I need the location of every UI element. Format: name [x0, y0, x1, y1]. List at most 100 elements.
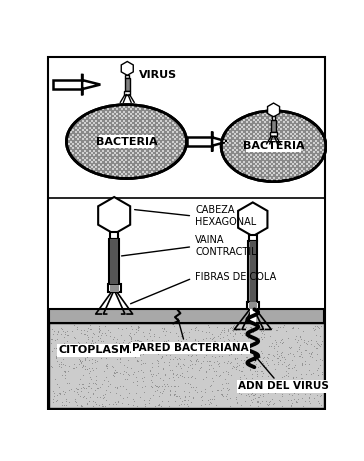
Point [124, 115, 130, 122]
Point [238, 385, 244, 393]
Point [165, 133, 171, 141]
Point [305, 385, 310, 392]
Point [201, 349, 206, 356]
Point [265, 148, 270, 156]
Point [151, 332, 157, 339]
Point [174, 152, 180, 159]
Point [71, 145, 76, 152]
Point [258, 142, 264, 149]
Point [103, 159, 108, 166]
Point [107, 122, 113, 129]
Point [206, 401, 211, 408]
Point [320, 148, 326, 156]
Point [132, 354, 138, 361]
Point [71, 136, 76, 143]
Point [315, 144, 321, 151]
Point [269, 135, 275, 142]
Point [267, 155, 273, 163]
Point [282, 355, 288, 362]
Point [288, 172, 293, 179]
Point [305, 378, 311, 386]
Point [257, 335, 262, 342]
Point [274, 354, 280, 361]
Point [244, 132, 250, 140]
Point [50, 330, 56, 337]
Point [100, 337, 106, 345]
Point [151, 142, 157, 150]
Point [124, 393, 130, 401]
Point [274, 380, 280, 388]
Point [264, 397, 269, 404]
Point [90, 366, 96, 373]
Point [299, 170, 305, 177]
Point [211, 333, 217, 341]
Point [269, 153, 275, 160]
Point [71, 149, 76, 157]
Point [118, 354, 123, 361]
Point [115, 349, 121, 357]
Point [285, 118, 291, 126]
Point [154, 168, 159, 175]
Point [169, 366, 175, 374]
Point [262, 132, 268, 140]
Point [239, 123, 245, 130]
Point [234, 359, 240, 366]
Point [174, 142, 180, 150]
Point [161, 156, 166, 164]
Point [73, 124, 79, 131]
Point [135, 168, 141, 175]
Point [234, 132, 240, 140]
Point [311, 144, 317, 151]
Point [272, 365, 277, 372]
Point [226, 386, 232, 393]
Point [177, 136, 182, 143]
Point [155, 401, 161, 408]
Point [241, 153, 247, 160]
Point [106, 400, 112, 408]
Point [179, 129, 185, 136]
Point [308, 165, 314, 172]
Point [80, 345, 86, 353]
Point [313, 160, 319, 168]
Point [80, 154, 86, 161]
Point [182, 396, 188, 404]
Point [269, 130, 275, 137]
Point [73, 147, 79, 154]
Point [66, 367, 71, 374]
Point [260, 116, 266, 124]
Point [95, 357, 100, 364]
Point [258, 114, 264, 121]
Point [63, 395, 69, 402]
Point [241, 135, 247, 142]
Point [173, 387, 178, 395]
Point [290, 374, 296, 381]
Point [281, 132, 286, 140]
Point [250, 395, 256, 402]
Point [96, 110, 102, 118]
Point [237, 330, 243, 337]
Point [304, 142, 310, 149]
Point [138, 147, 143, 154]
Point [107, 328, 112, 336]
Point [237, 135, 242, 142]
Point [198, 346, 204, 353]
Point [319, 356, 325, 364]
Point [122, 336, 127, 343]
Point [173, 383, 178, 390]
Point [155, 359, 161, 366]
Point [267, 165, 273, 172]
Point [159, 353, 165, 361]
Point [221, 329, 227, 336]
Point [128, 129, 134, 136]
Ellipse shape [66, 105, 187, 178]
Point [179, 372, 185, 380]
Point [121, 131, 127, 138]
Point [126, 351, 131, 358]
Point [78, 152, 83, 159]
Point [99, 331, 104, 339]
Bar [270, 132, 277, 136]
Point [172, 149, 178, 157]
Point [291, 395, 297, 402]
Point [183, 335, 189, 343]
Point [158, 131, 164, 138]
